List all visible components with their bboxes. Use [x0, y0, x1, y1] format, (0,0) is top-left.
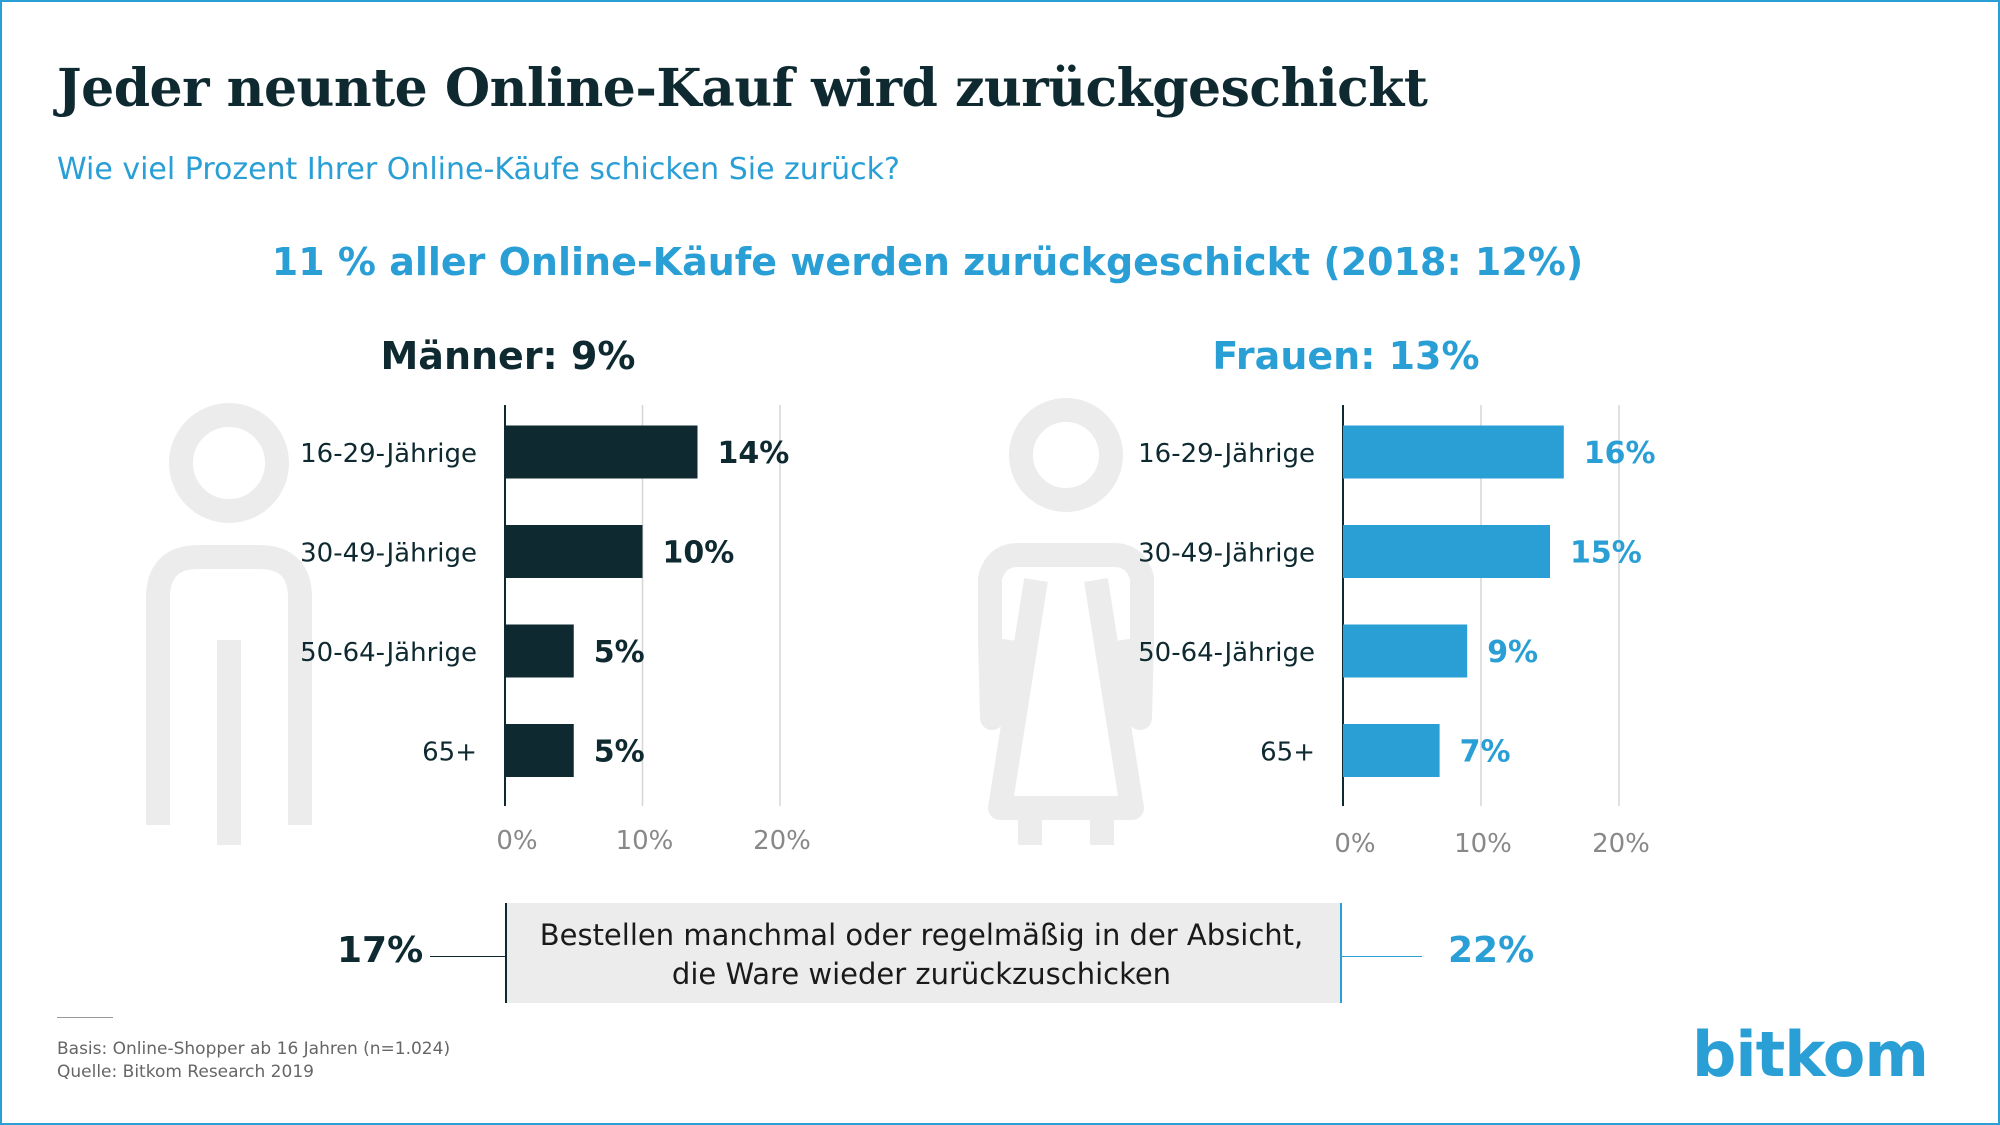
- tick-label: 0%: [496, 826, 537, 856]
- bar: [1343, 525, 1550, 578]
- category-label: 30-49-Jährige: [1138, 539, 1315, 569]
- category-label: 65+: [1260, 738, 1315, 768]
- value-label: 7%: [1460, 735, 1511, 770]
- chart-women: 16-29-Jährige 16% 30-49-Jährige 15% 50-64-Jä…: [1138, 334, 1655, 859]
- value-label: 16%: [1584, 436, 1656, 471]
- category-label: 16-29-Jährige: [300, 439, 477, 469]
- bar: [505, 525, 643, 578]
- value-label: 5%: [594, 735, 645, 770]
- bar: [1343, 624, 1468, 678]
- footnote-source: Quelle: Bitkom Research 2019: [57, 1062, 314, 1082]
- chart-canvas: 16-29-Jährige 14% 30-49-Jährige 10% 50-64-Jä…: [146, 334, 1656, 859]
- tick-label: 10%: [1454, 829, 1512, 859]
- tick-label: 10%: [616, 826, 674, 856]
- page-title: Jeder neunte Online-Kauf wird zurückgesc…: [57, 58, 1428, 119]
- page-subtitle: Wie viel Prozent Ihrer Online-Käufe schi…: [57, 152, 900, 187]
- chart-title: Frauen: 13%: [1212, 334, 1479, 378]
- tick-label: 20%: [753, 826, 811, 856]
- chart-men: 16-29-Jährige 14% 30-49-Jährige 10% 50-64-Jä…: [300, 334, 811, 856]
- value-label: 15%: [1570, 536, 1642, 571]
- tick-label: 0%: [1334, 829, 1375, 859]
- bar: [1343, 425, 1564, 479]
- category-label: 16-29-Jährige: [1138, 439, 1315, 469]
- headline: 11 % aller Online-Käufe werden zurückges…: [271, 240, 1584, 284]
- bar: [505, 724, 574, 777]
- value-label: 5%: [594, 635, 645, 670]
- value-label: 10%: [663, 536, 735, 571]
- tick-label: 20%: [1592, 829, 1650, 859]
- intent-line-2: die Ware wieder zurückzuschicken: [671, 957, 1172, 991]
- logo-text: bitkom: [1691, 1018, 1929, 1091]
- value-label: 14%: [718, 436, 790, 471]
- category-label: 65+: [422, 738, 477, 768]
- intent-women-value: 22%: [1448, 930, 1535, 971]
- chart-title: Männer: 9%: [380, 334, 635, 378]
- intent-men-connector: [430, 956, 505, 957]
- category-label: 30-49-Jährige: [300, 539, 477, 569]
- intent-women-connector: [1340, 956, 1422, 957]
- footnote-rule: [57, 1017, 113, 1018]
- bar: [1343, 724, 1440, 777]
- bar: [505, 425, 698, 479]
- intent-box: [505, 903, 1342, 1003]
- category-label: 50-64-Jährige: [300, 638, 477, 668]
- footnote-basis: Basis: Online-Shopper ab 16 Jahren (n=1.…: [57, 1039, 451, 1059]
- intent-men-value: 17%: [337, 930, 424, 971]
- female-silhouette-icon: [978, 398, 1154, 845]
- intent-line-1: Bestellen manchmal oder regelmäßig in de…: [539, 918, 1304, 952]
- intent-text: Bestellen manchmal oder regelmäßig in de…: [505, 916, 1338, 994]
- bitkom-logo: bitkom: [1691, 1018, 1929, 1091]
- male-silhouette-icon: [146, 403, 312, 845]
- category-label: 50-64-Jährige: [1138, 638, 1315, 668]
- bar: [505, 624, 574, 678]
- value-label: 9%: [1487, 635, 1538, 670]
